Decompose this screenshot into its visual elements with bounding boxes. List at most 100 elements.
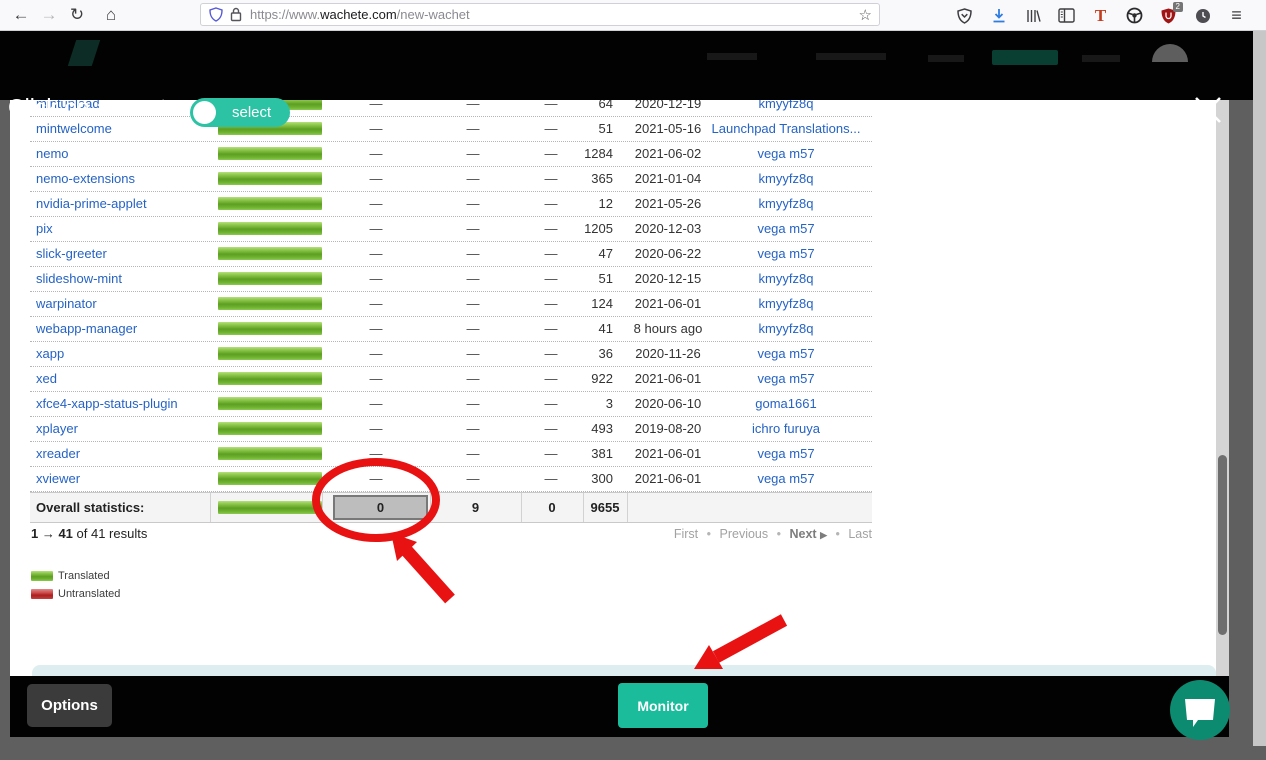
project-link[interactable]: warpinator — [36, 296, 97, 311]
untranslated-count: 124 — [591, 296, 613, 311]
page-scrollbar-thumb[interactable] — [1218, 455, 1227, 635]
close-icon[interactable] — [1192, 94, 1224, 126]
reload-button[interactable]: ↻ — [69, 5, 85, 24]
pagination-last[interactable]: Last — [848, 527, 872, 541]
last-changed-date: 2021-06-02 — [634, 146, 702, 161]
pagination-next[interactable]: Next ▶ — [789, 527, 828, 541]
last-changed-date: 2020-12-15 — [634, 271, 702, 286]
empty-cell: — — [466, 371, 480, 386]
table-row: mintwelcome — — — 51 2021-05-16 Launchpa… — [30, 117, 872, 142]
table-row: xed — — — 922 2021-06-01 vega m57 — [30, 367, 872, 392]
empty-cell: — — [466, 196, 480, 211]
contributor-link[interactable]: Launchpad Translations... — [711, 121, 861, 136]
back-button[interactable]: ← — [12, 5, 30, 24]
page-left-margin — [0, 100, 10, 760]
contributor-link[interactable]: goma1661 — [755, 396, 817, 411]
contributor-link[interactable]: vega m57 — [757, 346, 815, 361]
next-arrow-icon: ▶ — [820, 530, 827, 540]
contributor-link[interactable]: vega m57 — [757, 371, 815, 386]
overall-value-2: 9 — [471, 500, 480, 515]
options-button[interactable]: Options — [27, 684, 112, 727]
empty-cell: — — [466, 246, 480, 261]
bookmark-star-icon[interactable]: ☆ — [858, 6, 872, 24]
project-link[interactable]: xviewer — [36, 471, 81, 486]
project-link[interactable]: nemo — [36, 146, 69, 161]
project-link[interactable]: webapp-manager — [36, 321, 138, 336]
menu-icon[interactable]: ≡ — [1231, 5, 1242, 25]
clock-extension-icon[interactable] — [1192, 5, 1213, 26]
project-link[interactable]: nemo-extensions — [36, 171, 135, 186]
contributor-link[interactable]: vega m57 — [757, 471, 815, 486]
project-link[interactable]: nvidia-prime-applet — [36, 196, 147, 211]
project-link[interactable]: slick-greeter — [36, 246, 107, 261]
pocket-shield-icon[interactable] — [954, 5, 975, 26]
contributor-link[interactable]: kmyyfz8q — [758, 321, 814, 336]
contributor-link[interactable]: vega m57 — [757, 146, 815, 161]
untranslated-count: 3 — [605, 396, 613, 411]
untranslated-count: 36 — [598, 346, 613, 361]
last-changed-date: 8 hours ago — [633, 321, 703, 336]
empty-cell: — — [544, 121, 558, 136]
table-row: nemo — — — 1284 2021-06-02 vega m57 — [30, 142, 872, 167]
empty-cell: — — [466, 396, 480, 411]
empty-cell: — — [369, 371, 383, 386]
empty-cell: — — [466, 421, 480, 436]
project-link[interactable]: pix — [36, 221, 53, 236]
url-bar[interactable]: https://www.wachete.com/new-wachet ☆ — [200, 3, 880, 26]
last-changed-date: 2020-06-10 — [634, 396, 702, 411]
browser-scrollbar[interactable] — [1253, 31, 1266, 746]
overall-value-4: 9655 — [590, 500, 620, 515]
monitor-button[interactable]: Monitor — [618, 683, 708, 728]
library-icon[interactable] — [1022, 5, 1043, 26]
project-link[interactable]: xplayer — [36, 421, 78, 436]
pagination-previous[interactable]: Previous — [719, 527, 769, 541]
project-link[interactable]: xapp — [36, 346, 65, 361]
project-link[interactable]: xreader — [36, 446, 81, 461]
forward-button[interactable]: → — [40, 5, 58, 24]
empty-cell: — — [369, 396, 383, 411]
empty-cell: — — [369, 421, 383, 436]
last-changed-date: 2021-05-26 — [634, 196, 702, 211]
text-extension-icon[interactable]: T — [1094, 5, 1107, 25]
privacy-shield-icon[interactable] — [209, 7, 223, 22]
contributor-link[interactable]: vega m57 — [757, 221, 815, 236]
empty-cell: — — [544, 171, 558, 186]
untranslated-count: 365 — [591, 171, 613, 186]
empty-cell: — — [466, 446, 480, 461]
contributor-link[interactable]: vega m57 — [757, 446, 815, 461]
lock-icon[interactable] — [230, 7, 242, 22]
project-link[interactable]: mintwelcome — [36, 121, 112, 136]
project-link[interactable]: xfce4-xapp-status-plugin — [36, 396, 178, 411]
contributor-link[interactable]: ichro furuya — [752, 421, 820, 436]
home-button[interactable]: ⌂ — [105, 5, 117, 24]
pagination-first[interactable]: First — [673, 527, 699, 541]
selection-overlay-header: Click on areas to select — [0, 31, 1253, 127]
last-changed-date: 2021-05-16 — [634, 121, 702, 136]
sidebar-icon[interactable] — [1056, 5, 1077, 26]
steering-extension-icon[interactable] — [1124, 5, 1145, 26]
empty-cell: — — [544, 446, 558, 461]
contributor-link[interactable]: kmyyfz8q — [758, 271, 814, 286]
empty-cell: — — [369, 146, 383, 161]
empty-cell: — — [544, 246, 558, 261]
translated-progress-bar — [218, 397, 322, 410]
site-nav-item — [928, 55, 964, 62]
download-icon[interactable] — [988, 5, 1009, 26]
url-domain: wachete.com — [320, 7, 397, 22]
empty-cell: — — [466, 146, 480, 161]
contributor-link[interactable]: kmyyfz8q — [758, 171, 814, 186]
page-bottom-panel — [32, 665, 1216, 676]
page-scrollbar[interactable] — [1216, 100, 1229, 676]
chat-widget-button[interactable] — [1170, 680, 1230, 740]
table-row: slick-greeter — — — 47 2020-06-22 vega m… — [30, 242, 872, 267]
contributor-link[interactable]: kmyyfz8q — [758, 196, 814, 211]
empty-cell: — — [466, 321, 480, 336]
ublock-icon[interactable]: 2 — [1158, 2, 1183, 26]
empty-cell: — — [544, 421, 558, 436]
project-link[interactable]: slideshow-mint — [36, 271, 122, 286]
select-toggle[interactable]: select — [190, 98, 290, 127]
overall-value-selected[interactable]: 0 — [333, 495, 428, 520]
project-link[interactable]: xed — [36, 371, 57, 386]
contributor-link[interactable]: vega m57 — [757, 246, 815, 261]
contributor-link[interactable]: kmyyfz8q — [758, 296, 814, 311]
